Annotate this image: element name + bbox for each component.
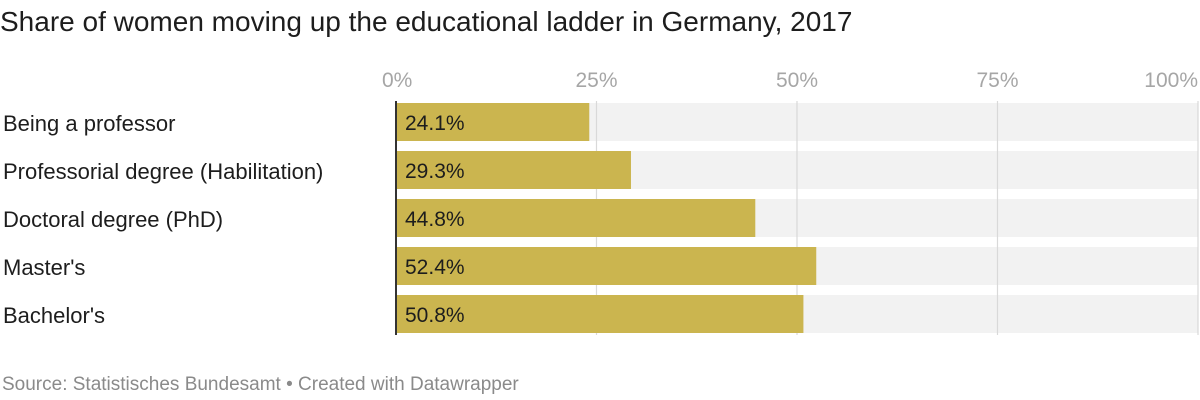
category-label: Master's <box>3 255 85 280</box>
category-label: Doctoral degree (PhD) <box>3 207 223 232</box>
x-tick-label: 50% <box>776 69 818 92</box>
chart-title: Share of women moving up the educational… <box>0 6 853 37</box>
credit-text: Created with Datawrapper <box>298 374 519 395</box>
footer-separator: • <box>286 374 293 395</box>
bar <box>396 151 631 189</box>
x-tick-label: 100% <box>1144 69 1198 92</box>
category-label: Being a professor <box>3 111 175 136</box>
source-text: Source: Statistisches Bundesamt <box>2 374 281 395</box>
bar-value-label: 29.3% <box>405 160 465 183</box>
category-label: Professorial degree (Habilitation) <box>3 159 323 184</box>
x-tick-label: 75% <box>976 69 1018 92</box>
bar-value-label: 52.4% <box>405 256 465 279</box>
bar-value-label: 24.1% <box>405 112 465 135</box>
category-label: Bachelor's <box>3 303 105 328</box>
bar <box>396 295 804 333</box>
x-tick-label: 25% <box>575 69 617 92</box>
bar-value-label: 44.8% <box>405 208 465 231</box>
bar <box>396 247 817 285</box>
bar-value-label: 50.8% <box>405 304 465 327</box>
chart-footer: Source: Statistisches Bundesamt • Create… <box>2 374 519 396</box>
x-tick-label: 0% <box>382 69 412 92</box>
bar <box>396 199 756 237</box>
bar <box>396 103 590 141</box>
